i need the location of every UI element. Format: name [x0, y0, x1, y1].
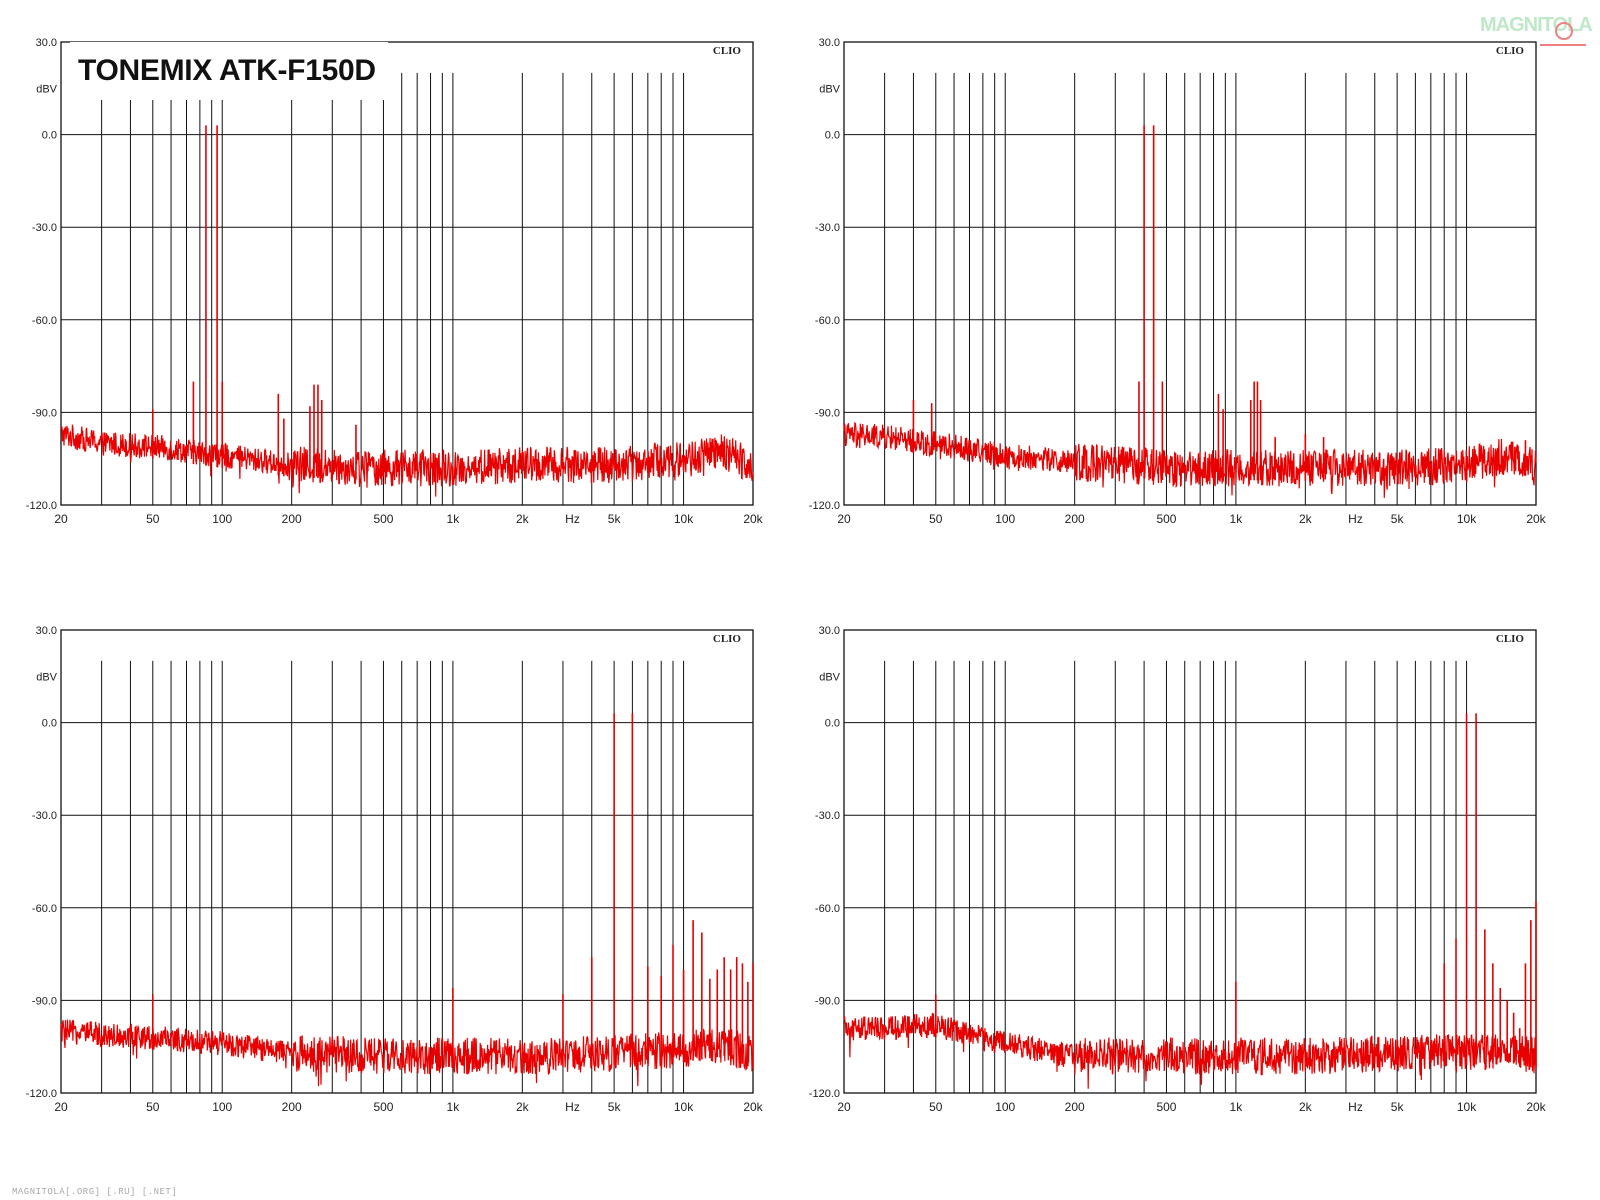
y-tick-label: -30.0 — [32, 222, 57, 234]
y-tick-label: -30.0 — [815, 222, 840, 234]
x-tick-label: 50 — [929, 512, 943, 526]
y-tick-label: 30.0 — [819, 37, 840, 49]
x-tick-label: 200 — [1065, 512, 1085, 526]
clio-brand-label: CLIO — [1496, 45, 1525, 57]
footer-credit: MAGNITOLA[.ORG] [.RU] [.NET] — [12, 1187, 178, 1197]
x-tick-label: 200 — [282, 1100, 302, 1114]
spectrum-trace — [60, 424, 754, 497]
x-tick-label: 20k — [1526, 512, 1546, 526]
y-tick-label: -30.0 — [815, 810, 840, 822]
y-tick-label: -90.0 — [32, 407, 57, 419]
y-tick-label: 30.0 — [36, 37, 57, 49]
x-tick-label: 10k — [674, 512, 694, 526]
x-tick-label: 1k — [1230, 512, 1244, 526]
x-tick-label: 200 — [282, 512, 302, 526]
x-tick-label: 50 — [146, 1100, 160, 1114]
spectrum-trace — [60, 1019, 754, 1087]
x-tick-label: 100 — [995, 512, 1015, 526]
y-tick-label: -120.0 — [26, 500, 57, 512]
x-tick-label: 5k — [608, 1100, 622, 1114]
plot-frame — [60, 41, 754, 506]
plot-frame — [60, 629, 754, 1094]
x-tick-label: 200 — [1065, 1100, 1085, 1114]
y-tick-label: 0.0 — [825, 130, 840, 142]
x-tick-label: Hz — [565, 1100, 580, 1114]
x-tick-label: 5k — [1391, 1100, 1405, 1114]
y-tick-label: 0.0 — [42, 718, 57, 730]
y-tick-label: -30.0 — [32, 810, 57, 822]
x-tick-label: 2k — [1299, 512, 1313, 526]
clio-brand-label: CLIO — [713, 45, 742, 57]
chart-panel-top-left: 30.0 0.0 -30.0 -60.0 -90.0 -120.0 dBV 20 50 100 20… — [26, 37, 764, 526]
x-tick-label: Hz — [1348, 512, 1363, 526]
y-tick-label: -60.0 — [32, 315, 57, 327]
y-tick-label: 0.0 — [42, 130, 57, 142]
y-tick-label: -90.0 — [815, 995, 840, 1007]
x-tick-label: 1k — [447, 1100, 461, 1114]
x-tick-label: 20k — [1526, 1100, 1546, 1114]
x-tick-label: 100 — [212, 1100, 232, 1114]
y-tick-label: 30.0 — [819, 625, 840, 637]
x-tick-label: 10k — [1457, 512, 1477, 526]
x-tick-label: 500 — [373, 1100, 393, 1114]
x-tick-label: 5k — [608, 512, 622, 526]
x-tick-label: 10k — [1457, 1100, 1477, 1114]
x-tick-label: Hz — [1348, 1100, 1363, 1114]
magnifier-icon — [1555, 22, 1573, 40]
x-tick-label: 500 — [1156, 1100, 1176, 1114]
x-tick-label: 20k — [743, 512, 763, 526]
plot-frame — [843, 629, 1537, 1094]
x-tick-label: 10k — [674, 1100, 694, 1114]
clio-brand-label: CLIO — [713, 633, 742, 645]
y-axis-label: dBV — [36, 83, 57, 95]
y-tick-label: -120.0 — [26, 1088, 57, 1100]
chart-panel-bottom-left: 30.0 0.0 -30.0 -60.0 -90.0 -120.0 dBV 20 50 100 20… — [26, 625, 764, 1114]
y-tick-label: 30.0 — [36, 625, 57, 637]
spectrum-trace — [843, 421, 1537, 498]
x-tick-label: 20 — [54, 1100, 68, 1114]
x-tick-label: 20 — [54, 512, 68, 526]
x-tick-label: 50 — [146, 512, 160, 526]
y-tick-label: 0.0 — [825, 718, 840, 730]
spectrum-trace — [843, 1012, 1537, 1089]
x-tick-label: 2k — [516, 512, 530, 526]
x-tick-label: 500 — [1156, 512, 1176, 526]
plot-frame — [843, 41, 1537, 506]
x-tick-label: 2k — [1299, 1100, 1313, 1114]
x-tick-label: 20 — [837, 1100, 851, 1114]
x-tick-label: 20 — [837, 512, 851, 526]
y-axis-label: dBV — [819, 671, 840, 683]
y-tick-label: -90.0 — [815, 407, 840, 419]
x-tick-label: 1k — [447, 512, 461, 526]
x-tick-label: 50 — [929, 1100, 943, 1114]
x-tick-label: 100 — [995, 1100, 1015, 1114]
page-title: TONEMIX ATK-F150D — [70, 42, 388, 100]
chart-panel-bottom-right: 30.0 0.0 -30.0 -60.0 -90.0 -120.0 dBV 20 50 100 20… — [809, 625, 1547, 1114]
x-tick-label: Hz — [565, 512, 580, 526]
x-tick-label: 100 — [212, 512, 232, 526]
chart-panel-top-right: 30.0 0.0 -30.0 -60.0 -90.0 -120.0 dBV 20 50 100 20… — [809, 37, 1547, 526]
y-tick-label: -60.0 — [815, 903, 840, 915]
y-tick-label: -120.0 — [809, 500, 840, 512]
x-tick-label: 2k — [516, 1100, 530, 1114]
clio-brand-label: CLIO — [1496, 633, 1525, 645]
x-tick-label: 1k — [1230, 1100, 1244, 1114]
y-axis-label: dBV — [36, 671, 57, 683]
watermark-underline — [1540, 44, 1586, 46]
y-tick-label: -90.0 — [32, 995, 57, 1007]
x-tick-label: 20k — [743, 1100, 763, 1114]
y-tick-label: -120.0 — [809, 1088, 840, 1100]
x-tick-label: 5k — [1391, 512, 1405, 526]
y-tick-label: -60.0 — [815, 315, 840, 327]
y-tick-label: -60.0 — [32, 903, 57, 915]
x-tick-label: 500 — [373, 512, 393, 526]
y-axis-label: dBV — [819, 83, 840, 95]
